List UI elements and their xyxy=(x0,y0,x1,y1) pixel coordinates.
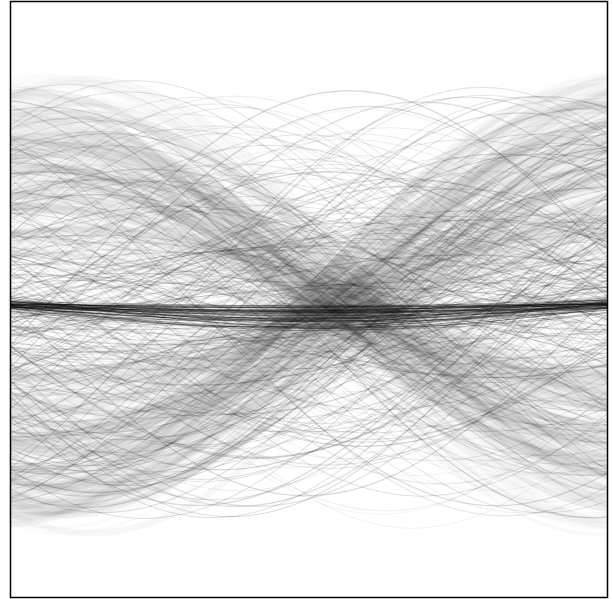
page: (() => { const data = JSON.parse(documen… xyxy=(0,0,613,599)
image xyxy=(0,0,613,599)
